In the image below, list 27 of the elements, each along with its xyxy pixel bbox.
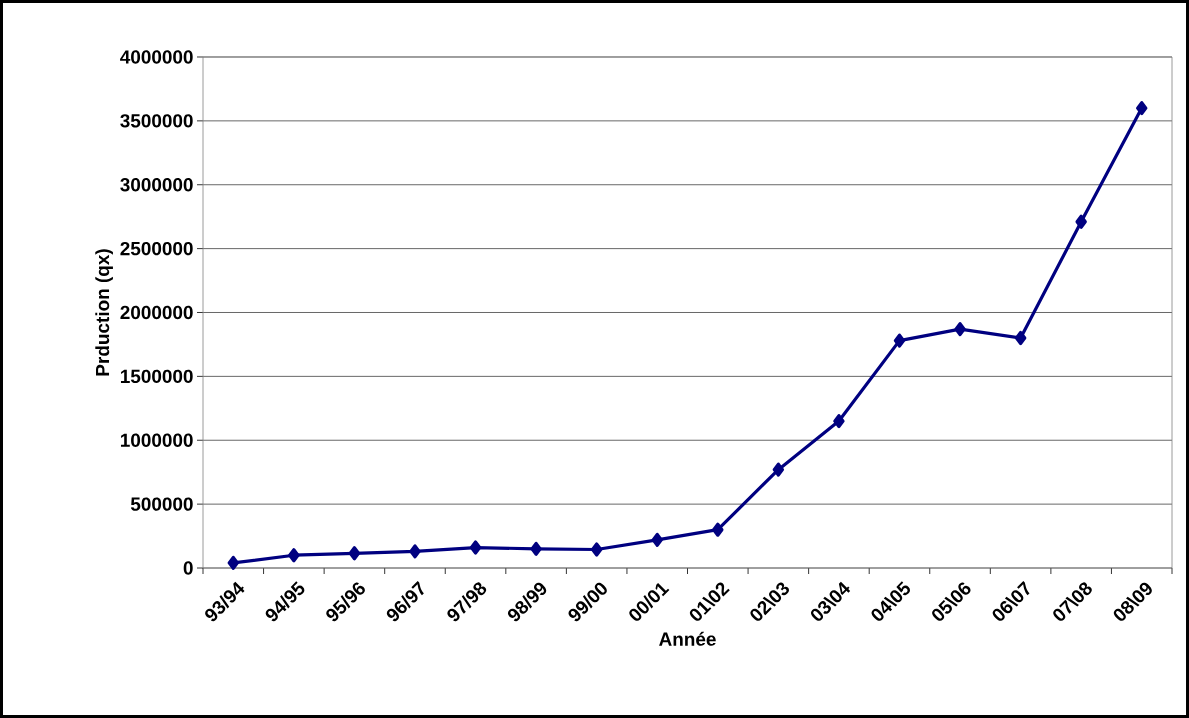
point (712, 522, 724, 537)
point (1014, 330, 1027, 346)
y-axis-title: Prduction (qx) (95, 249, 113, 376)
y-tick-label: 3000000 (120, 178, 193, 192)
y-tick-label: 4000000 (120, 50, 193, 64)
y-tick-label: 2000000 (120, 305, 193, 320)
x-axis-title: Année (659, 631, 716, 646)
point (1136, 100, 1148, 116)
point (469, 540, 482, 555)
point (409, 544, 421, 559)
point (288, 548, 300, 563)
y-tick-label: 3500000 (120, 114, 193, 128)
point (530, 541, 542, 556)
y-tick-label: 1000000 (120, 433, 193, 447)
point (954, 322, 966, 337)
y-tick-label: 500000 (130, 497, 193, 511)
point (893, 333, 906, 348)
point (1075, 214, 1087, 229)
point (348, 546, 361, 561)
point (651, 532, 663, 547)
point (590, 542, 603, 557)
y-tick-label: 1500000 (120, 369, 193, 384)
y-tick-label: 0 (183, 561, 193, 575)
y-tick-label: 2500000 (120, 241, 193, 256)
point (772, 462, 785, 477)
point (833, 413, 845, 429)
point (227, 555, 240, 570)
